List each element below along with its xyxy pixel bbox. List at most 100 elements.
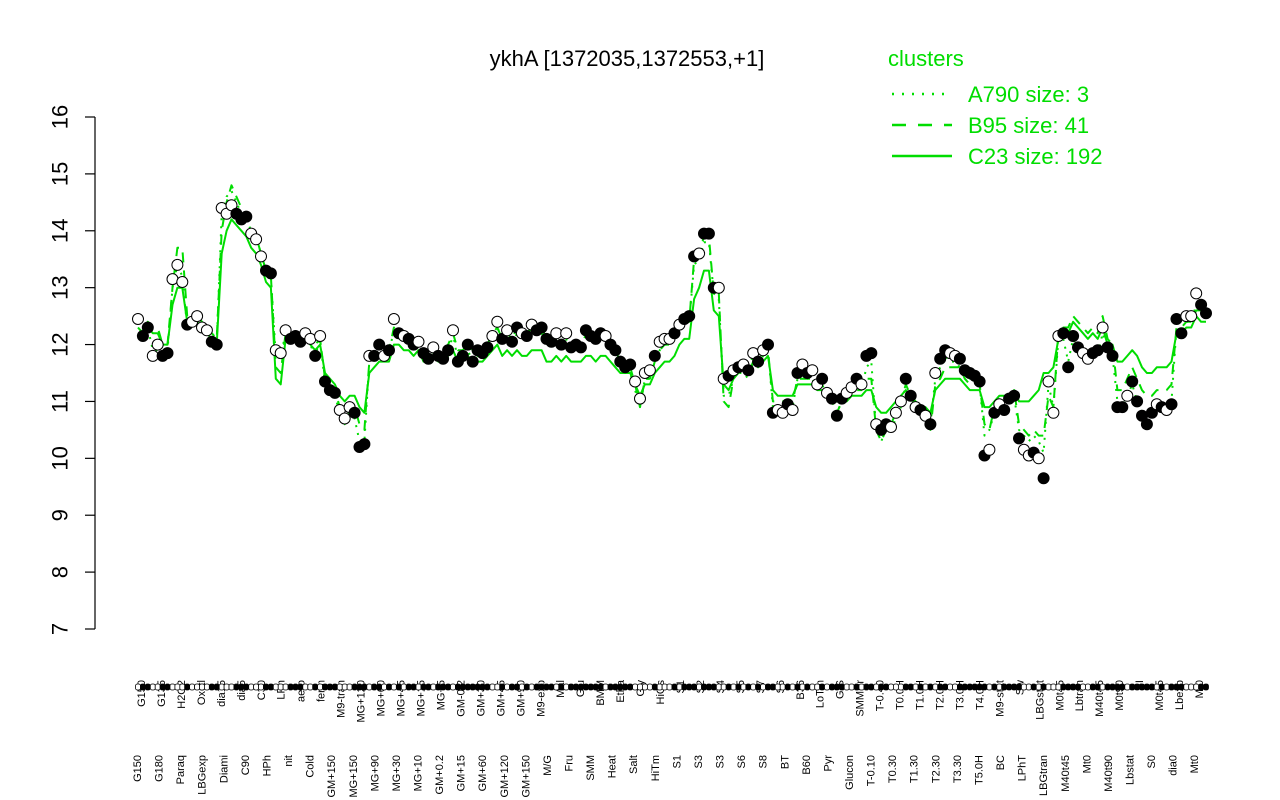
data-point (648, 349, 661, 362)
data-point (1175, 327, 1188, 340)
x-rug-mark (489, 683, 496, 691)
x-rug-mark (1085, 683, 1091, 691)
x-rug-mark (942, 683, 949, 691)
data-point (176, 276, 189, 288)
data-point (643, 364, 656, 377)
x-tick-label: GM+120 (499, 755, 511, 798)
x-tick-label: MG+10 (412, 755, 424, 791)
x-rug-mark (1198, 683, 1204, 691)
x-rug-mark (164, 683, 171, 691)
x-rug-mark (1055, 683, 1062, 691)
x-rug-mark (253, 683, 260, 691)
data-point (1140, 418, 1153, 431)
x-rug-mark (1109, 683, 1116, 691)
x-rug-mark (322, 683, 328, 691)
data-point (383, 344, 395, 357)
x-rug-mark (474, 683, 481, 691)
data-point (555, 338, 568, 351)
x-rug-mark (415, 683, 422, 691)
x-tick-label: Glucon (844, 755, 856, 790)
data-point (171, 258, 184, 271)
x-rug-mark (1203, 683, 1209, 691)
legend-entry-a790: A790 size: 3 (968, 82, 1089, 107)
x-rug-mark (765, 683, 771, 691)
data-point (550, 327, 563, 340)
x-rug-mark (376, 683, 383, 691)
x-rug-mark (543, 683, 550, 691)
data-point (865, 347, 878, 360)
x-tick-label: S1 (671, 755, 683, 768)
x-rug-mark (194, 683, 201, 691)
data-point (274, 347, 287, 360)
x-rug-mark (1089, 683, 1096, 691)
series-line-dashed (137, 184, 1207, 443)
x-rug-mark (420, 683, 427, 691)
x-rug-mark (410, 683, 417, 691)
x-rug-mark (169, 683, 176, 691)
data-point (506, 335, 518, 348)
data-point (1170, 313, 1183, 325)
x-tick-label: S0 (1146, 755, 1158, 768)
x-rug-mark (386, 683, 392, 691)
x-rug-mark (326, 683, 333, 691)
x-rug-mark (578, 683, 584, 691)
x-rug-mark (612, 683, 619, 691)
x-tick-label: MG+120 (356, 680, 368, 723)
x-rug-mark (1183, 683, 1190, 691)
x-rug-mark (563, 683, 570, 691)
x-rug-mark (597, 683, 604, 691)
x-rug-mark (947, 683, 953, 691)
x-rug-mark (760, 683, 766, 691)
x-rug-mark (907, 683, 914, 691)
data-point (634, 392, 646, 405)
x-rug-mark (538, 683, 545, 691)
x-rug-mark (676, 683, 683, 691)
data-point (904, 389, 917, 402)
x-tick-label: Heat (607, 755, 619, 778)
data-point (1057, 327, 1070, 340)
x-rug-mark (725, 683, 732, 691)
x-rug-mark (548, 683, 555, 691)
data-point (1037, 472, 1050, 485)
x-rug-mark (961, 683, 968, 691)
data-points (132, 199, 1212, 485)
x-rug-mark (533, 683, 540, 691)
x-tick-label: SMM (585, 755, 597, 781)
x-rug-mark (381, 683, 388, 691)
x-rug-mark (1129, 683, 1136, 691)
x-rug-mark (784, 683, 791, 691)
x-rug-mark (952, 683, 958, 691)
y-tick-label: 15 (48, 162, 73, 186)
x-tick-label: dia0 (1168, 755, 1180, 776)
x-rug-mark (1119, 683, 1126, 691)
chart-title: ykhA [1372035,1372553,+1] (490, 46, 765, 71)
x-rug-mark (637, 683, 643, 691)
x-rug-mark (282, 683, 289, 691)
x-tick-label: Fru (564, 755, 576, 772)
data-point (491, 315, 504, 328)
x-rug-mark (848, 683, 855, 691)
x-tick-label: Diami (218, 755, 230, 783)
data-point (461, 338, 474, 351)
x-rug-mark (336, 683, 343, 691)
data-point (373, 338, 386, 351)
x-rug-mark (1173, 683, 1180, 691)
y-tick-label: 11 (48, 390, 73, 413)
x-rug-mark (469, 683, 476, 691)
data-point (412, 335, 425, 348)
data-point (161, 347, 174, 360)
x-rug-mark (1163, 683, 1170, 691)
x-rug-mark (514, 683, 520, 691)
x-rug-mark (681, 683, 688, 691)
x-rug-mark (1153, 683, 1160, 691)
x-tick-label: T5.0H (973, 755, 985, 785)
data-point (1013, 432, 1025, 445)
x-rug-mark (1021, 683, 1027, 691)
legend-entry-b95: B95 size: 41 (968, 113, 1089, 138)
data-point (191, 310, 204, 323)
x-rug-mark (1006, 683, 1012, 691)
x-rug-mark (1094, 683, 1101, 691)
data-point (973, 375, 986, 388)
x-rug-mark (450, 683, 456, 691)
x-rug-mark (706, 683, 712, 691)
